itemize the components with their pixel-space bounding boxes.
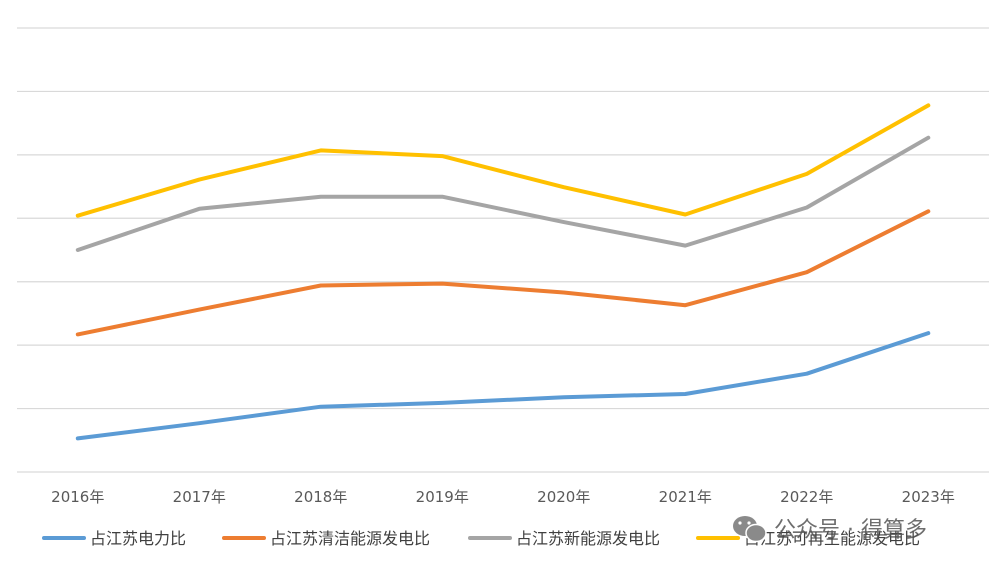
wechat-icon [733, 516, 767, 543]
x-tick-label: 2022年 [780, 488, 833, 506]
x-tick-label: 2016年 [51, 488, 104, 506]
legend-item: 占江苏电力比 [42, 529, 186, 548]
x-tick-label: 2019年 [416, 488, 469, 506]
x-axis-ticks: 2016年 2017年 2018年 2019年 2020年 2021年 2022年 2023年 [51, 488, 955, 506]
watermark: 公众号 · 得算多 [733, 516, 927, 543]
legend-item: 占江苏新能源发电比 [468, 529, 660, 548]
legend-label: 占江苏新能源发电比 [516, 529, 660, 548]
x-tick-label: 2020年 [537, 488, 590, 506]
series-line [75, 209, 931, 337]
series-line [75, 135, 931, 252]
gridlines [17, 27, 989, 473]
legend-item: 占江苏可再生能源发电比 [696, 529, 920, 548]
series-line [75, 103, 931, 218]
legend-label: 占江苏可再生能源发电比 [744, 529, 920, 548]
series-line [75, 331, 931, 441]
x-tick-label: 2018年 [294, 488, 347, 506]
legend-label: 占江苏电力比 [90, 529, 186, 548]
legend: 占江苏电力比 占江苏清洁能源发电比 占江苏新能源发电比 占江苏可再生能源发电比 [42, 529, 920, 548]
watermark-text: 公众号 · 得算多 [774, 518, 927, 543]
legend-item: 占江苏清洁能源发电比 [222, 529, 430, 548]
series-lines [75, 103, 931, 441]
x-tick-label: 2017年 [173, 488, 226, 506]
x-tick-label: 2023年 [902, 488, 955, 506]
legend-label: 占江苏清洁能源发电比 [270, 529, 430, 548]
x-tick-label: 2021年 [659, 488, 712, 506]
